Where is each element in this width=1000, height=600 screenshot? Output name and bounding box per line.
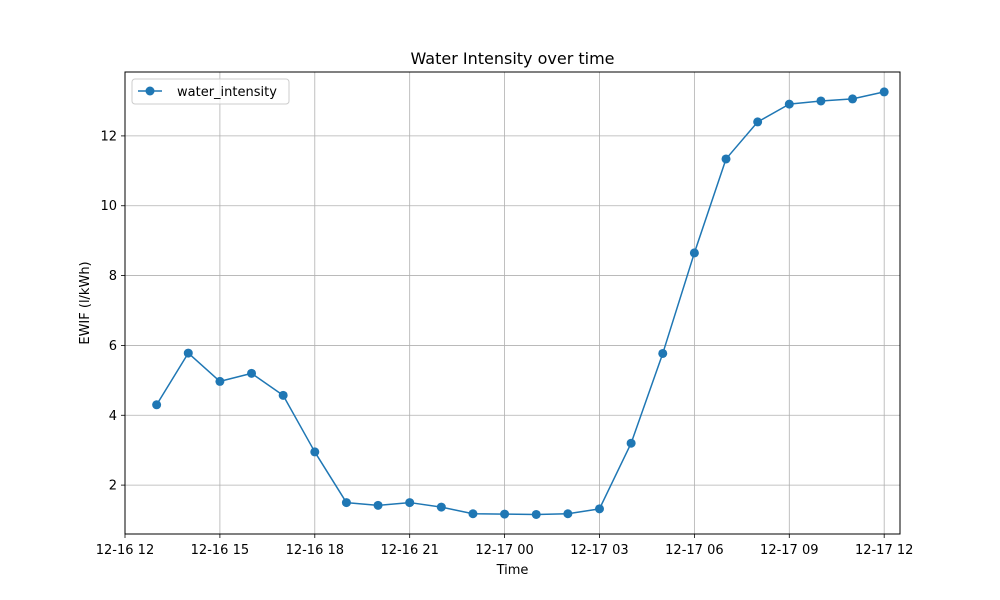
x-tick-label: 12-16 21 bbox=[380, 543, 438, 558]
x-tick-label: 12-17 12 bbox=[855, 543, 913, 558]
legend-box bbox=[131, 78, 290, 105]
data-point bbox=[626, 438, 636, 448]
x-tick-label: 12-17 03 bbox=[570, 543, 628, 558]
x-tick-label: 12-16 18 bbox=[286, 543, 344, 558]
x-axis-ticks: 12-16 12 12-16 15 12-16 18 12-16 21 12-17 00… bbox=[96, 534, 913, 558]
data-point bbox=[721, 154, 731, 164]
data-point bbox=[436, 502, 446, 512]
data-point bbox=[373, 500, 383, 510]
legend-marker-swatch bbox=[145, 86, 155, 96]
y-tick-label: 2 bbox=[109, 479, 117, 494]
series-line bbox=[155, 91, 885, 516]
legend-label-water-intensity: water_intensity bbox=[177, 85, 277, 100]
data-point bbox=[152, 400, 162, 410]
plot-frame bbox=[124, 71, 901, 535]
data-point bbox=[848, 94, 858, 104]
x-tick-label: 12-17 00 bbox=[475, 543, 533, 558]
x-tick-label: 12-17 06 bbox=[665, 543, 723, 558]
legend: water_intensity bbox=[131, 78, 290, 105]
series-layer bbox=[152, 87, 889, 519]
data-point bbox=[405, 498, 415, 508]
data-point bbox=[816, 96, 826, 106]
y-tick-label: 8 bbox=[109, 269, 117, 284]
data-point bbox=[215, 376, 225, 386]
y-axis-label: EWIF (l/kWh) bbox=[78, 261, 93, 344]
y-tick-label: 6 bbox=[109, 339, 117, 354]
data-point bbox=[784, 99, 794, 109]
data-point bbox=[753, 117, 763, 127]
grid-layer bbox=[124, 72, 900, 534]
x-tick-label: 12-16 15 bbox=[191, 543, 249, 558]
x-axis-label: Time bbox=[496, 563, 529, 578]
data-point bbox=[879, 87, 889, 97]
data-point bbox=[531, 509, 541, 519]
data-point bbox=[341, 498, 351, 508]
y-tick-label: 10 bbox=[100, 199, 117, 214]
data-point bbox=[594, 504, 604, 514]
x-tick-label: 12-16 12 bbox=[96, 543, 154, 558]
data-point bbox=[183, 348, 193, 358]
data-point bbox=[563, 509, 573, 519]
y-tick-label: 12 bbox=[100, 129, 117, 144]
data-point bbox=[468, 509, 478, 519]
data-point bbox=[278, 390, 288, 400]
data-point bbox=[247, 368, 257, 378]
data-point bbox=[658, 348, 668, 358]
data-point bbox=[310, 447, 320, 457]
y-axis-ticks: 2 4 6 8 10 12 bbox=[100, 129, 125, 494]
data-point bbox=[689, 248, 699, 258]
y-tick-label: 4 bbox=[109, 409, 117, 424]
x-tick-label: 12-17 09 bbox=[760, 543, 818, 558]
chart-title: Water Intensity over time bbox=[410, 49, 614, 68]
data-point bbox=[500, 509, 510, 519]
